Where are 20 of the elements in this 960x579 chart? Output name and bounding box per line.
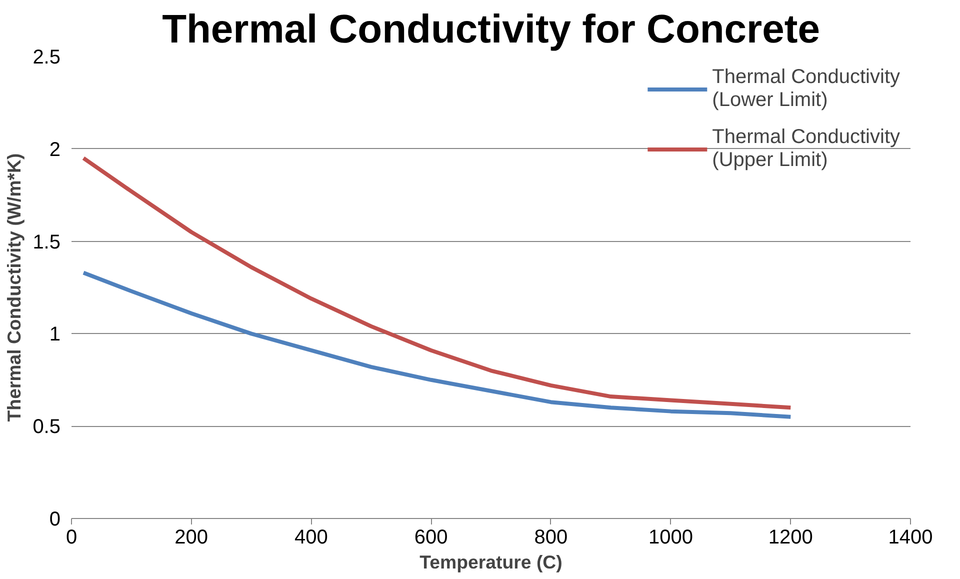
x-tick-label: 400 <box>294 526 328 548</box>
y-tick-label: 2.5 <box>32 46 61 68</box>
x-tick-label: 1000 <box>648 526 694 548</box>
x-tick-label: 600 <box>414 526 448 548</box>
line-series <box>81 270 793 419</box>
legend-label: Thermal Conductivity (Upper Limit) <box>712 126 900 172</box>
x-tick-label: 800 <box>534 526 568 548</box>
y-tick-label: 0 <box>49 508 60 530</box>
y-tick-label: 0.5 <box>32 416 61 438</box>
x-tick-label: 1200 <box>768 526 813 548</box>
y-tick-label: 1.5 <box>32 231 61 254</box>
legend-label: Thermal Conductivity (Lower Limit) <box>712 66 900 112</box>
x-tick-label: 0 <box>66 526 78 548</box>
x-tick-label: 200 <box>174 526 208 548</box>
y-tick-label: 1 <box>49 324 60 346</box>
x-axis-title: Temperature (C) <box>420 552 562 572</box>
y-tick-label: 2 <box>49 138 60 161</box>
x-tick-label: 1400 <box>888 526 933 548</box>
chart-title: Thermal Conductivity for Concrete <box>162 8 820 52</box>
y-axis-title: Thermal Conductivity (W/m*K) <box>4 153 25 422</box>
